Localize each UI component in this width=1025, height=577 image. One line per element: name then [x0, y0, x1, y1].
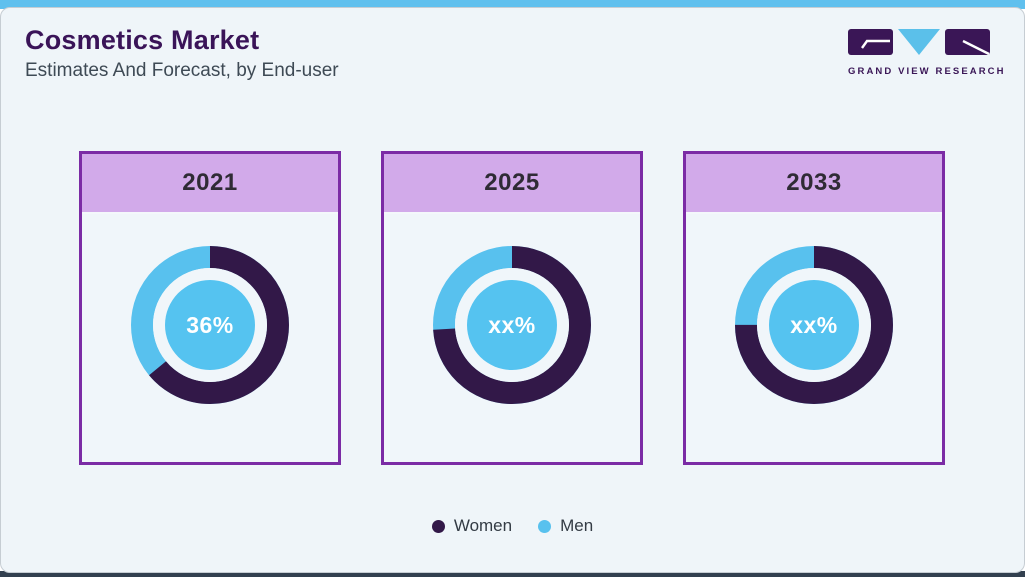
gvr-logo-icon — [848, 29, 990, 56]
legend: Women Men — [1, 516, 1024, 536]
legend-item-women: Women — [431, 516, 513, 536]
page-subtitle: Estimates And Forecast, by End-user — [25, 60, 339, 81]
charts-row: 2021 36% 2025 — [79, 151, 945, 465]
donut-center-value: xx% — [488, 311, 536, 338]
donut-chart-2025: xx% — [427, 240, 597, 410]
year-band: 2033 — [686, 154, 942, 214]
donut-chart-2021: 36% — [125, 240, 295, 410]
year-label: 2021 — [182, 169, 238, 196]
top-accent-bar — [0, 0, 1025, 9]
year-label: 2033 — [786, 169, 842, 196]
men-color-dot-icon — [538, 519, 552, 533]
donut-icon — [433, 246, 591, 404]
year-card-2021: 2021 36% — [79, 151, 341, 465]
donut-icon — [735, 246, 893, 404]
brand-name: GRAND VIEW RESEARCH — [848, 66, 1006, 77]
page-title: Cosmetics Market — [25, 25, 260, 55]
legend-label: Women — [453, 516, 513, 535]
year-card-2033: 2033 xx% — [683, 151, 945, 465]
main-card: Cosmetics Market Estimates And Forecast,… — [0, 7, 1025, 573]
year-band: 2025 — [384, 154, 640, 214]
brand-logo: GRAND VIEW RESEARCH — [848, 29, 1006, 77]
donut-center-value: 36% — [186, 311, 234, 338]
legend-label: Men — [560, 516, 594, 535]
donut-chart-2033: xx% — [729, 240, 899, 410]
header: Cosmetics Market Estimates And Forecast,… — [25, 25, 339, 82]
women-color-dot-icon — [431, 519, 445, 533]
legend-item-men: Men — [538, 516, 593, 536]
year-label: 2025 — [484, 169, 540, 196]
bottom-accent-bar — [0, 571, 1025, 577]
year-card-2025: 2025 xx% — [381, 151, 643, 465]
donut-center-value: xx% — [790, 311, 838, 338]
year-band: 2021 — [82, 154, 338, 214]
donut-icon — [131, 246, 289, 404]
